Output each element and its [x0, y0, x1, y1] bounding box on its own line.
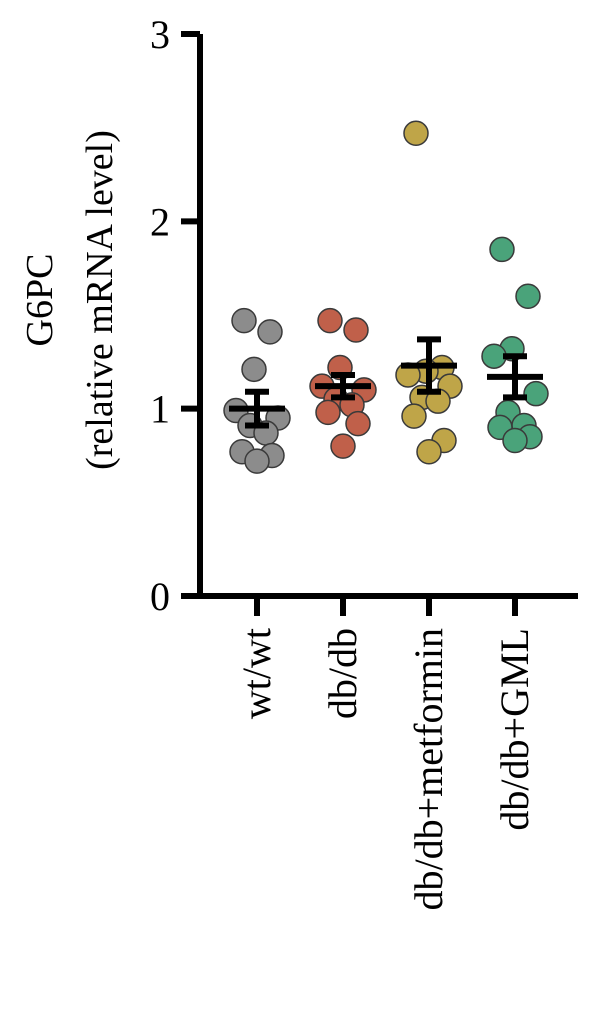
data-point	[416, 439, 442, 465]
x-tick-label: db/db+GML	[492, 628, 537, 831]
data-point	[257, 319, 283, 345]
group-2	[395, 120, 463, 465]
data-point	[231, 307, 257, 334]
mean-sem-bars	[229, 336, 543, 429]
group-0	[223, 307, 291, 474]
data-point	[330, 433, 356, 459]
data-point	[345, 410, 371, 437]
data-point	[515, 283, 541, 310]
x-tick-label: db/db+metformin	[406, 628, 451, 911]
y-axis-sublabel: (relative mRNA level)	[79, 130, 121, 470]
data-point	[481, 343, 507, 369]
data-point	[315, 399, 341, 426]
group-1	[309, 307, 377, 459]
y-tick-label: 3	[150, 12, 170, 57]
group-3	[481, 236, 549, 454]
data-point	[502, 427, 528, 454]
data-point	[401, 403, 427, 429]
x-ticks: wt/wt db/db db/db+metformin db/db+GML	[234, 596, 537, 911]
data-point	[523, 380, 549, 407]
data-point	[343, 317, 369, 343]
y-tick-label: 0	[150, 574, 170, 619]
data-point	[403, 120, 429, 147]
data-point	[489, 236, 515, 263]
data-point	[241, 356, 267, 383]
y-ticks: 0 1 2 3	[150, 12, 200, 619]
y-tick-label: 2	[150, 199, 170, 244]
data-point	[317, 307, 343, 334]
data-groups	[223, 120, 549, 474]
y-axis-label: G6PC	[19, 254, 61, 347]
data-point	[244, 448, 270, 474]
y-tick-label: 1	[150, 387, 170, 432]
x-tick-label: wt/wt	[234, 628, 279, 719]
y-axis-title: G6PC (relative mRNA level)	[19, 130, 121, 470]
x-tick-label: db/db	[320, 628, 365, 719]
